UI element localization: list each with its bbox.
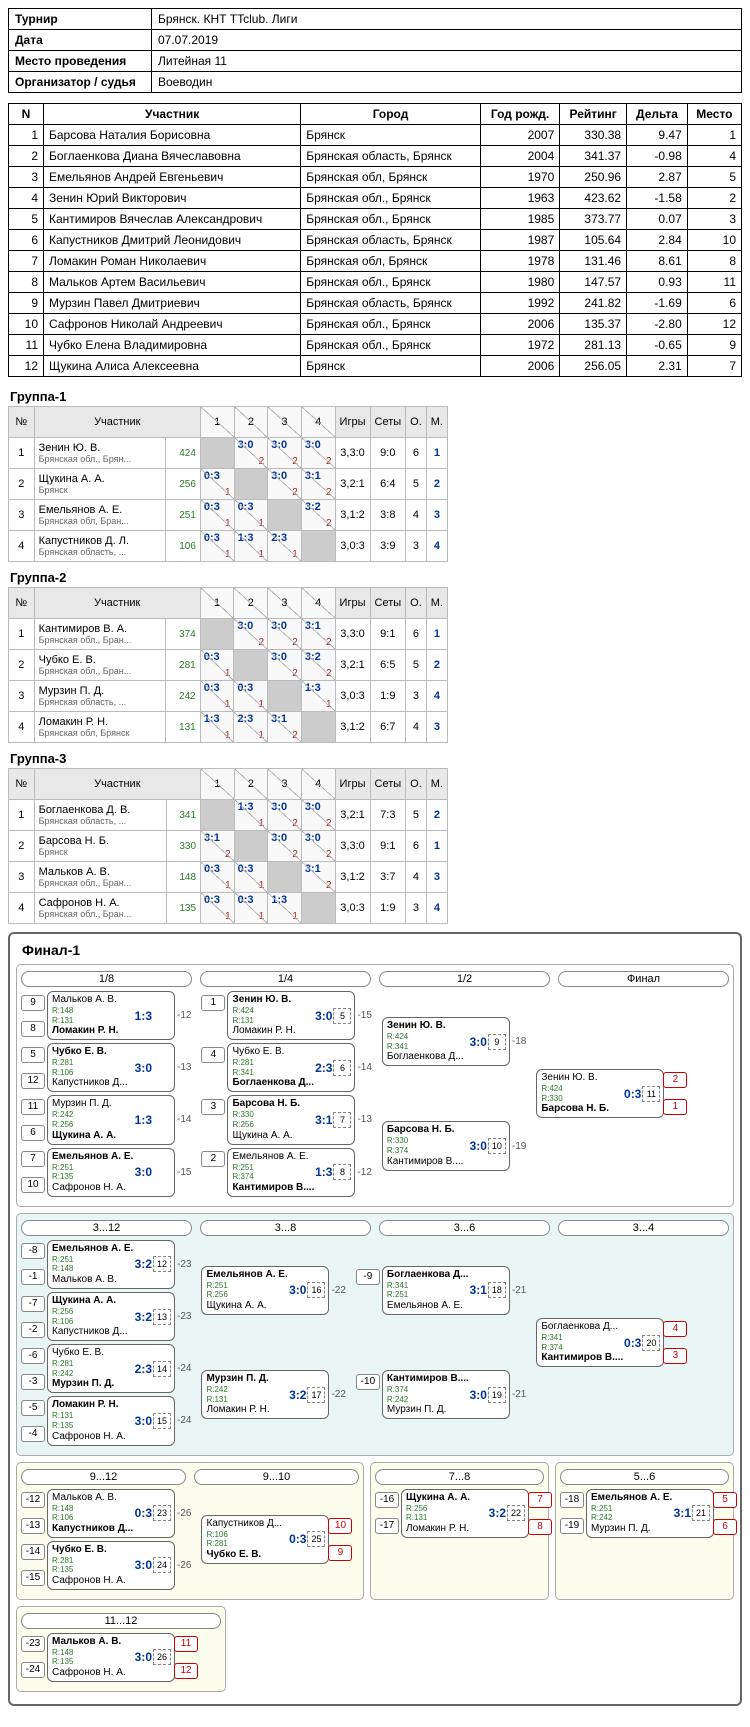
group-title: Группа-1 xyxy=(10,389,742,404)
match: -23-24 Мальков А. В. R:148 3:0261112 R:1… xyxy=(21,1633,221,1682)
match: -90 Боглаенкова Д... R:341 3:118 R:251 Е… xyxy=(356,1266,526,1315)
bracket-9-12: 9...12 9...10 -12-13 Мальков А. В. R:148 … xyxy=(16,1462,364,1600)
table-row: 9Мурзин Павел ДмитриевичБрянская область… xyxy=(9,293,742,314)
match: -16-17 Щукина А. А. R:256 3:22278 R:131 … xyxy=(375,1489,544,1538)
table-row: 3Емельянов Андрей ЕвгеньевичБрянская обл… xyxy=(9,167,742,188)
value-date: 07.07.2019 xyxy=(152,30,742,51)
table-row: 8Мальков Артем ВасильевичБрянская обл., … xyxy=(9,272,742,293)
match: 116 Мурзин П. Д. R:242 1:3 R:256 Щукина … xyxy=(21,1095,191,1144)
col-n: N xyxy=(9,104,44,125)
col-city: Город xyxy=(301,104,481,125)
match: Зенин Ю. В. R:424 0:31121 R:330 Барсова … xyxy=(536,1069,664,1118)
match: -14-15 Чубко Е. В. R:281 3:024 R:135 Саф… xyxy=(21,1541,191,1590)
group-title: Группа-3 xyxy=(10,751,742,766)
tournament-info: ТурнирБрянск. КНТ TTclub. Лиги Дата07.07… xyxy=(8,8,742,93)
bracket-3-12: 3...12 3...8 3...6 3...4 -8-1 Емельянов А. … xyxy=(16,1213,734,1456)
table-row: 10Сафронов Николай АндреевичБрянская обл… xyxy=(9,314,742,335)
table-row: 4Зенин Юрий ВикторовичБрянская обл., Бря… xyxy=(9,188,742,209)
match: 98 Мальков А. В. R:148 1:3 R:131 Ломакин… xyxy=(21,991,191,1040)
round-header: 1/2 xyxy=(379,971,550,987)
match: 710 Емельянов А. Е. R:251 3:0 R:135 Сафр… xyxy=(21,1148,191,1197)
match: 20 Емельянов А. Е. R:251 1:38 R:374 Кант… xyxy=(201,1148,371,1197)
round-header: 3...8 xyxy=(200,1220,371,1236)
table-row: 2Боглаенкова Диана ВячеславовнаБрянская … xyxy=(9,146,742,167)
group-table: №Участник1234ИгрыСетыО.М.1Кантимиров В. … xyxy=(8,587,448,743)
match: Зенин Ю. В. R:424 3:09 R:341 Боглаенкова… xyxy=(382,1017,526,1066)
round-header: 3...12 xyxy=(21,1220,192,1236)
match: -18-19 Емельянов А. Е. R:251 3:12156 R:2… xyxy=(560,1489,729,1538)
label-date: Дата xyxy=(9,30,152,51)
bracket-11-12: 11...12 -23-24 Мальков А. В. R:148 3:026… xyxy=(16,1606,226,1692)
round-header: 9...12 xyxy=(21,1469,186,1485)
table-row: 5Кантимиров Вячеслав АлександровичБрянск… xyxy=(9,209,742,230)
bracket-7-8: 7...8 -16-17 Щукина А. А. R:256 3:22278 … xyxy=(370,1462,549,1600)
match: -100 Кантимиров В.... R:374 3:019 R:242 … xyxy=(356,1370,526,1419)
match: 40 Чубко Е. В. R:281 2:36 R:341 Боглаенк… xyxy=(201,1043,371,1092)
table-row: 6Капустников Дмитрий ЛеонидовичБрянская … xyxy=(9,230,742,251)
value-venue: Литейная 11 xyxy=(152,51,742,72)
label-organizer: Организатор / судья xyxy=(9,72,152,93)
match: 30 Барсова Н. Б. R:330 3:17 R:256 Щукина… xyxy=(201,1095,371,1144)
match: Емельянов А. Е. R:251 3:016 R:256 Щукина… xyxy=(201,1266,345,1315)
round-header: 3...6 xyxy=(379,1220,550,1236)
round-header: Финал xyxy=(558,971,729,987)
col-place: Место xyxy=(687,104,741,125)
round-header: 9...10 xyxy=(194,1469,359,1485)
match: Мурзин П. Д. R:242 3:217 R:131 Ломакин Р… xyxy=(201,1370,345,1419)
match: -7-2 Щукина А. А. R:256 3:213 R:106 Капу… xyxy=(21,1292,191,1341)
col-delta: Дельта xyxy=(627,104,688,125)
match: Капустников Д... R:106 0:325109 R:281 Чу… xyxy=(201,1515,329,1564)
match: -6-3 Чубко Е. В. R:281 2:314 R:242 Мурзи… xyxy=(21,1344,191,1393)
round-header: 3...4 xyxy=(558,1220,729,1236)
match: -12-13 Мальков А. В. R:148 0:323 R:106 К… xyxy=(21,1489,191,1538)
match: 512 Чубко Е. В. R:281 3:0 R:106 Капустни… xyxy=(21,1043,191,1092)
col-name: Участник xyxy=(44,104,301,125)
match: 10 Зенин Ю. В. R:424 3:05 R:131 Ломакин … xyxy=(201,991,371,1040)
label-venue: Место проведения xyxy=(9,51,152,72)
group-table: №Участник1234ИгрыСетыО.М.1Боглаенкова Д.… xyxy=(8,768,448,924)
col-year: Год рожд. xyxy=(480,104,560,125)
round-header: 1/8 xyxy=(21,971,192,987)
match: Боглаенкова Д... R:341 0:32043 R:374 Кан… xyxy=(536,1318,664,1367)
table-row: 7Ломакин Роман НиколаевичБрянская обл, Б… xyxy=(9,251,742,272)
match: -5-4 Ломакин Р. Н. R:131 3:015 R:135 Саф… xyxy=(21,1396,191,1445)
value-organizer: Воеводин xyxy=(152,72,742,93)
round-header: 1/4 xyxy=(200,971,371,987)
bracket-5-6: 5...6 -18-19 Емельянов А. Е. R:251 3:121… xyxy=(555,1462,734,1600)
table-row: 12Щукина Алиса АлексеевнаБрянск2006256.0… xyxy=(9,356,742,377)
group-title: Группа-2 xyxy=(10,570,742,585)
bracket-title: Финал-1 xyxy=(22,942,734,958)
match: -8-1 Емельянов А. Е. R:251 3:212 R:148 М… xyxy=(21,1240,191,1289)
value-tournament: Брянск. КНТ TTclub. Лиги xyxy=(152,9,742,30)
label-tournament: Турнир xyxy=(9,9,152,30)
match: Барсова Н. Б. R:330 3:010 R:374 Кантимир… xyxy=(382,1121,526,1170)
group-table: №Участник1234ИгрыСетыО.М.1Зенин Ю. В.Бря… xyxy=(8,406,448,562)
table-row: 11Чубко Елена ВладимировнаБрянская обл.,… xyxy=(9,335,742,356)
bracket-main: 1/8 1/4 1/2 Финал 98 Мальков А. В. R:148 1:… xyxy=(16,964,734,1207)
col-rating: Рейтинг xyxy=(560,104,627,125)
participants-table: N Участник Город Год рожд. Рейтинг Дельт… xyxy=(8,103,742,377)
bracket: Финал-1 1/8 1/4 1/2 Финал 98 Мальков А. В. … xyxy=(8,932,742,1706)
table-row: 1Барсова Наталия БорисовнаБрянск2007330.… xyxy=(9,125,742,146)
